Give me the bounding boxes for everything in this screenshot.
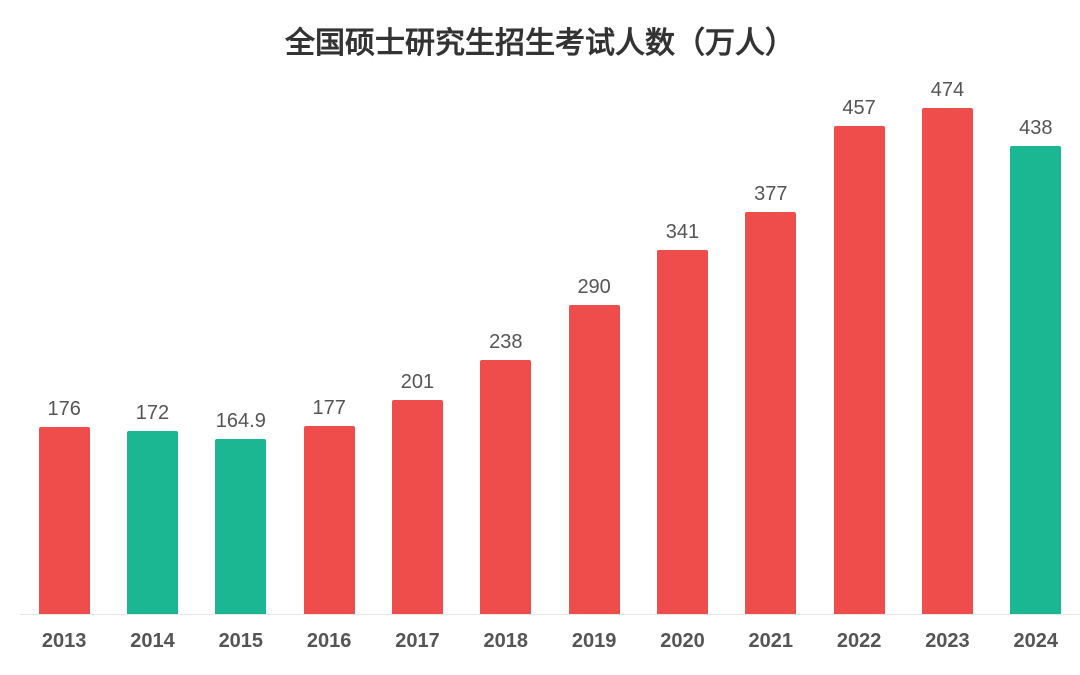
bar-value-label: 341 bbox=[638, 221, 726, 244]
bar-value-label: 457 bbox=[815, 97, 903, 120]
bar-slot: 474 bbox=[903, 80, 991, 615]
bar-value-label: 172 bbox=[108, 402, 196, 425]
bar-slot: 341 bbox=[638, 80, 726, 615]
x-axis-label: 2020 bbox=[638, 630, 726, 653]
bar-value-label: 177 bbox=[285, 397, 373, 420]
x-axis-label: 2021 bbox=[727, 630, 815, 653]
x-axis-label: 2023 bbox=[903, 630, 991, 653]
bar-value-label: 176 bbox=[20, 398, 108, 421]
bar bbox=[657, 250, 708, 615]
bar bbox=[745, 212, 796, 615]
bar-slot: 457 bbox=[815, 80, 903, 615]
bar-value-label: 201 bbox=[373, 371, 461, 394]
bar bbox=[1010, 146, 1061, 615]
x-axis-label: 2013 bbox=[20, 630, 108, 653]
bar-slot: 238 bbox=[462, 80, 550, 615]
bar-slot: 377 bbox=[727, 80, 815, 615]
x-axis-label: 2016 bbox=[285, 630, 373, 653]
bar bbox=[922, 108, 973, 615]
bar-slot: 201 bbox=[373, 80, 461, 615]
bar-value-label: 164.9 bbox=[197, 410, 285, 433]
x-axis-labels: 2013201420152016201720182019202020212022… bbox=[20, 630, 1080, 653]
bar-value-label: 438 bbox=[992, 117, 1080, 140]
bar bbox=[569, 305, 620, 615]
x-axis-label: 2022 bbox=[815, 630, 903, 653]
bar bbox=[480, 360, 531, 615]
chart-title: 全国硕士研究生招生考试人数（万人） bbox=[0, 18, 1080, 62]
x-axis-line bbox=[20, 614, 1080, 615]
bar-value-label: 290 bbox=[550, 276, 638, 299]
x-axis-label: 2014 bbox=[108, 630, 196, 653]
chart-container: 全国硕士研究生招生考试人数（万人） 176172164.9177201238 29… bbox=[0, 0, 1080, 675]
bar bbox=[834, 126, 885, 615]
bar bbox=[304, 426, 355, 615]
x-axis-label: 2024 bbox=[992, 630, 1080, 653]
bars-row: 176172164.9177201238 290 341377 457474438 bbox=[20, 80, 1080, 615]
bar-slot: 438 bbox=[992, 80, 1080, 615]
bar-slot: 164.9 bbox=[197, 80, 285, 615]
x-axis-label: 2015 bbox=[197, 630, 285, 653]
bar-slot: 176 bbox=[20, 80, 108, 615]
bar-slot: 290 bbox=[550, 80, 638, 615]
bar-value-label: 238 bbox=[462, 331, 550, 354]
bar-slot: 172 bbox=[108, 80, 196, 615]
bar-value-label: 377 bbox=[727, 183, 815, 206]
bar bbox=[215, 439, 266, 615]
bar-slot: 177 bbox=[285, 80, 373, 615]
x-axis-label: 2017 bbox=[373, 630, 461, 653]
bar-value-label: 474 bbox=[903, 79, 991, 102]
bar bbox=[39, 427, 90, 615]
x-axis-label: 2019 bbox=[550, 630, 638, 653]
bar bbox=[127, 431, 178, 615]
plot-area: 176172164.9177201238 290 341377 457474438 bbox=[20, 80, 1080, 615]
x-axis-label: 2018 bbox=[462, 630, 550, 653]
bar bbox=[392, 400, 443, 615]
